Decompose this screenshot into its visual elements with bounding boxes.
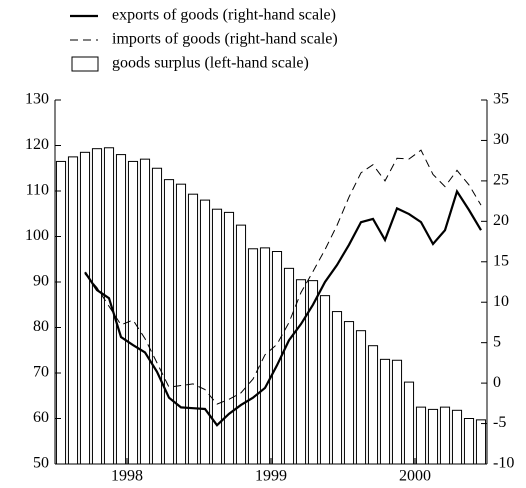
y-tick-label: 50 [33, 455, 49, 472]
y2-tick-label: 0 [493, 374, 501, 391]
bar [427, 408, 439, 465]
bar [283, 267, 295, 465]
legend-swatch [71, 56, 99, 72]
y2-tick-label: 20 [493, 212, 509, 229]
bar [463, 418, 475, 465]
bar [331, 311, 343, 465]
bar [67, 156, 79, 465]
bar [343, 321, 355, 465]
legend-label: exports of goods (right-hand scale) [112, 7, 336, 24]
y-tick-label: 70 [33, 364, 49, 381]
bar [199, 199, 211, 465]
y-tick-label: 120 [25, 136, 49, 153]
bar [139, 158, 151, 465]
x-tick-label: 1999 [255, 468, 287, 485]
bar [367, 345, 379, 465]
bar [79, 151, 91, 465]
bar [115, 154, 127, 465]
bar [475, 419, 487, 465]
y2-tick-label: -10 [493, 455, 514, 472]
bar [319, 295, 331, 465]
line [84, 188, 482, 427]
bar [259, 247, 271, 465]
line [84, 149, 482, 405]
y-tick-label: 130 [25, 91, 49, 108]
bar [127, 160, 139, 465]
y2-tick-label: -5 [493, 414, 506, 431]
y-tick-label: 90 [33, 273, 49, 290]
bar [295, 279, 307, 465]
x-tick-label: 1998 [111, 468, 143, 485]
y-tick-label: 110 [26, 182, 49, 199]
legend-label: goods surplus (left-hand scale) [112, 55, 309, 72]
y2-tick-label: 25 [493, 172, 509, 189]
bar [355, 330, 367, 465]
y-tick-label: 80 [33, 318, 49, 335]
bar [391, 359, 403, 465]
bar [91, 148, 103, 465]
y2-tick-label: 30 [493, 131, 509, 148]
y-tick-label: 60 [33, 409, 49, 426]
bar [379, 358, 391, 465]
bar [163, 179, 175, 465]
y-tick-label: 100 [25, 227, 49, 244]
bar [247, 248, 259, 465]
bar [403, 381, 415, 465]
bar [439, 406, 451, 465]
x-tick-label: 2000 [399, 468, 431, 485]
bar [415, 406, 427, 465]
y2-tick-label: 15 [493, 252, 509, 269]
bar [175, 183, 187, 465]
y2-tick-label: 5 [493, 333, 501, 350]
bar [451, 409, 463, 465]
bar [151, 167, 163, 465]
bar [235, 224, 247, 465]
bar [223, 211, 235, 465]
legend-label: imports of goods (right-hand scale) [112, 31, 338, 48]
y2-tick-label: 35 [493, 91, 509, 108]
y2-tick-label: 10 [493, 293, 509, 310]
bar [187, 193, 199, 465]
